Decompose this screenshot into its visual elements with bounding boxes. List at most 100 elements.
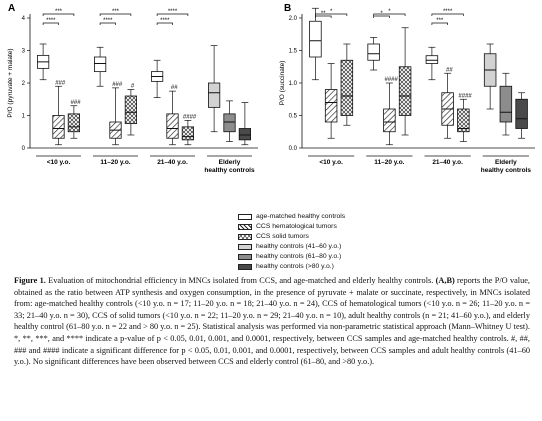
group-label: 11–20 y.o.: [100, 159, 130, 166]
y-tick-label: 4: [22, 16, 26, 22]
significance-hash: ##: [446, 67, 453, 73]
legend-item-over-80: healthy controls (>80 y.o.): [238, 262, 345, 272]
y-tick-label: 2.0: [289, 16, 298, 22]
box-plot: ####: [457, 93, 472, 142]
box-plot: [483, 43, 497, 110]
significance-bracket: ***: [42, 9, 75, 16]
legend-swatch-dark-gray: [238, 264, 252, 270]
significance-bracket: ***: [99, 9, 132, 16]
significance-hash: ###: [55, 80, 66, 86]
y-tick-label: 2: [22, 81, 26, 87]
bracket-line: [373, 13, 406, 16]
significance-hash: ####: [384, 77, 398, 83]
legend-swatch-light-gray: [238, 244, 252, 250]
significance-hash: ####: [183, 114, 197, 120]
legend-label: healthy controls (>80 y.o.): [256, 263, 334, 270]
significance-bracket: *: [373, 11, 390, 18]
legend-label: healthy controls (41–60 y.o.): [256, 243, 342, 250]
significance-bracket: ****: [156, 18, 173, 25]
bracket-line: [373, 15, 390, 18]
caption-panels: (A,B): [435, 276, 455, 285]
significance-stars: *: [388, 9, 391, 15]
box-iqr: [499, 85, 513, 123]
group-label: 11–20 y.o.: [374, 159, 404, 166]
legend-label: age-matched healthy controls: [256, 213, 346, 220]
legend-swatch-cross: [238, 234, 252, 240]
significance-bracket: *: [315, 9, 348, 16]
y-axis-label: P/O (pyruvate + malate): [7, 48, 14, 117]
box-iqr: [425, 55, 439, 64]
significance-bracket: ****: [99, 18, 116, 25]
caption-prefix: Figure 1.: [14, 276, 46, 285]
box-iqr: [238, 128, 251, 141]
bracket-line: [99, 22, 116, 25]
significance-bracket: ****: [431, 9, 464, 16]
legend-label: healthy controls (61–80 y.o.): [256, 253, 342, 260]
box-plot: [398, 27, 412, 136]
y-tick-label: 1: [22, 114, 26, 120]
box-plot: ###: [109, 82, 123, 146]
legend-item-solid: CCS solid tumors: [238, 232, 345, 242]
chart-panel-a: A 0 1 2 3 4 P/O (pyruvate + malate) <10 y.o. 11–…: [7, 3, 258, 174]
box-iqr: [67, 113, 80, 133]
caption-rest: reports the P/O value, obtained as the r…: [14, 276, 530, 367]
bracket-line: [156, 13, 189, 16]
y-tick-label: 0.5: [289, 114, 298, 120]
significance-hash: ##: [171, 85, 178, 91]
box-plot: ###: [52, 80, 66, 146]
significance-stars: ****: [160, 18, 170, 24]
box-plot: ###: [67, 100, 81, 139]
group-label: healthy controls: [204, 167, 255, 174]
box-plot: ####: [383, 77, 398, 146]
significance-hash: ####: [458, 93, 472, 99]
box-iqr: [367, 43, 380, 61]
significance-stars: ****: [168, 9, 178, 15]
box-plot: [367, 37, 380, 71]
significance-bracket: *: [373, 9, 406, 16]
box-iqr: [515, 98, 528, 129]
figure-caption: Figure 1. Evaluation of mitochondrial ef…: [14, 275, 530, 368]
significance-hash: ###: [112, 82, 123, 88]
box-plot: [324, 63, 338, 139]
group-label: Elderly: [495, 159, 517, 166]
box-iqr: [52, 115, 65, 139]
legend-label: CCS solid tumors: [256, 233, 309, 240]
significance-stars: ****: [443, 9, 453, 15]
box-plot: ##: [166, 85, 179, 146]
box-plot: ##: [441, 67, 454, 139]
bracket-line: [431, 13, 464, 16]
panel-label: B: [284, 3, 291, 14]
box-iqr: [457, 108, 470, 133]
group-label: Elderly: [219, 159, 241, 166]
box-iqr: [324, 89, 338, 123]
significance-bracket: ***: [431, 18, 448, 25]
legend-item-61-80: healthy controls (61–80 y.o.): [238, 252, 345, 262]
bracket-line: [315, 15, 332, 18]
box-plot: ####: [181, 114, 197, 146]
y-tick-label: 1.5: [289, 49, 298, 55]
panel-label: A: [8, 3, 15, 14]
box-plot: [309, 7, 322, 81]
box-plot: #: [124, 84, 137, 136]
box-plot: [223, 100, 236, 142]
significance-bracket: ****: [42, 18, 59, 25]
significance-stars: ***: [55, 9, 63, 15]
y-tick-label: 1.0: [289, 81, 298, 87]
group-label: 21–40 y.o.: [432, 159, 463, 166]
box-plot: [37, 43, 50, 81]
box-iqr: [340, 59, 354, 116]
y-tick-label: 0: [22, 146, 26, 152]
box-iqr: [208, 82, 221, 108]
significance-hash: #: [131, 84, 135, 90]
box-plot: [238, 102, 251, 146]
box-plot: [340, 43, 354, 126]
legend-item-41-60: healthy controls (41–60 y.o.): [238, 242, 345, 252]
legend-swatch-white: [238, 214, 252, 220]
legend: age-matched healthy controls CCS hematol…: [238, 212, 345, 272]
significance-bracket: ****: [156, 9, 189, 16]
significance-stars: ***: [436, 18, 444, 24]
box-plot: [94, 46, 107, 87]
box-plot: [499, 72, 513, 136]
significance-stars: ****: [46, 18, 56, 24]
box-iqr: [383, 108, 396, 133]
